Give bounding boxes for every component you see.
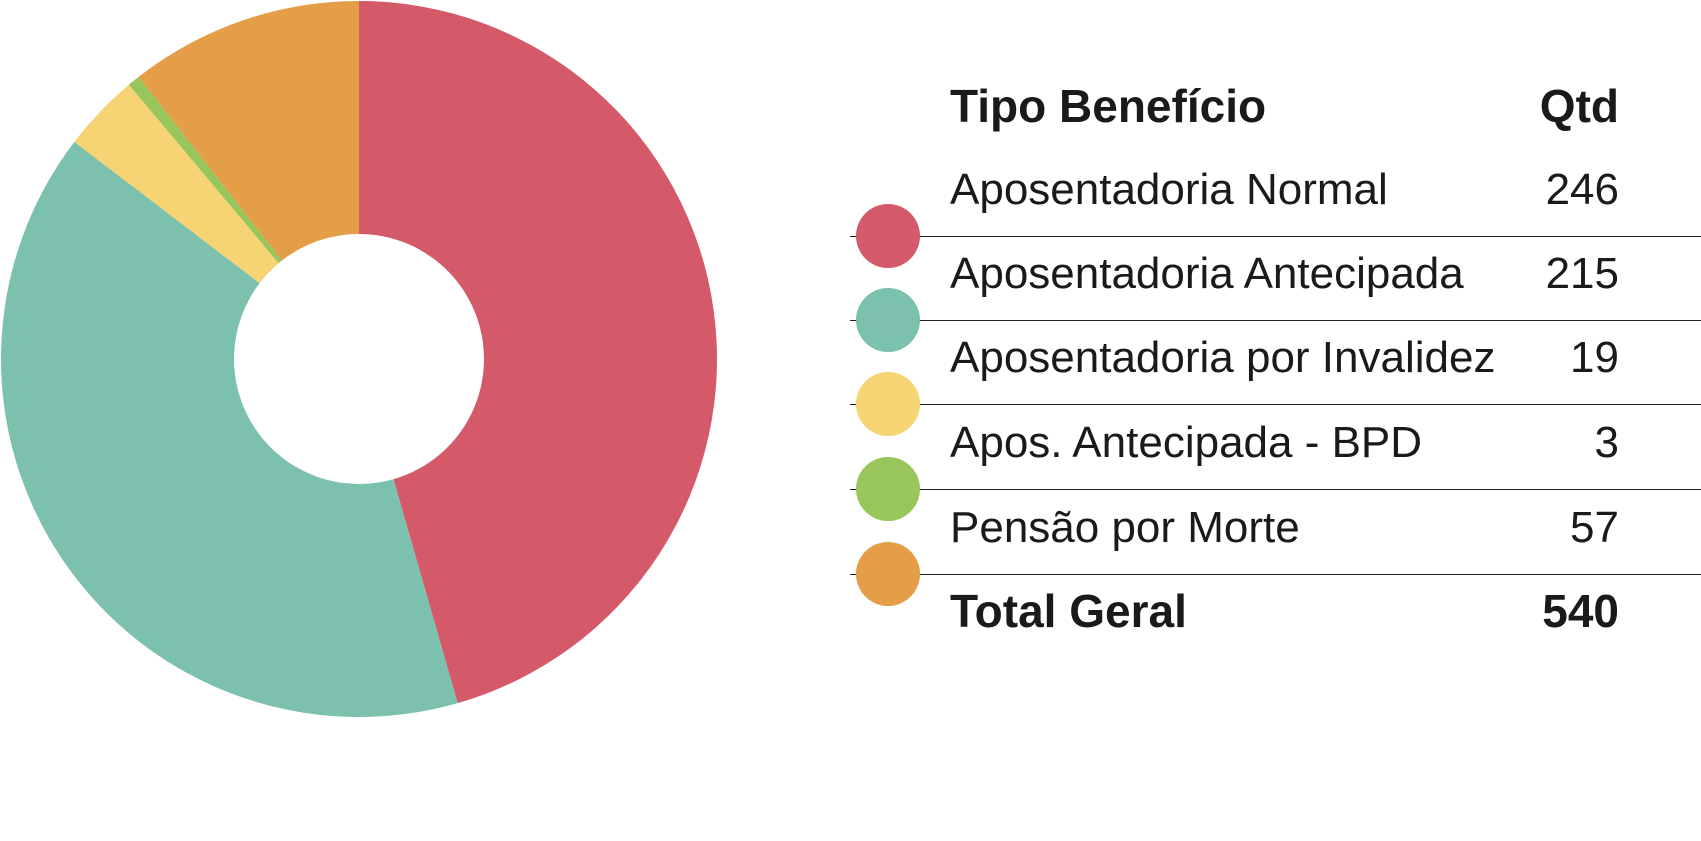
legend-value: 246 [1545,165,1619,214]
legend-swatch-aposentadoria-antecipada [856,288,920,352]
legend-swatch-apos-antecipada-bpd [856,457,920,521]
donut-slice-1 [359,1,718,704]
legend-value: 3 [1594,418,1619,467]
legend-header-value: Qtd [1539,80,1619,132]
legend-swatch-aposentadoria-invalidez [856,372,920,436]
legend-header: Tipo Benefício Qtd [850,60,1701,152]
donut-chart [0,1,718,718]
legend-swatch-aposentadoria-normal [856,204,920,268]
legend-value: 19 [1570,333,1619,382]
legend-label: Aposentadoria Antecipada [950,249,1464,298]
legend-swatch-pensao-por-morte [856,542,920,606]
total-value: 540 [1542,585,1619,637]
legend-label: Aposentadoria por Invalidez [950,333,1496,382]
legend-label: Aposentadoria Normal [950,165,1388,214]
legend-label: Pensão por Morte [950,503,1300,552]
legend-row-aposentadoria-invalidez: Aposentadoria por Invalidez 19 [850,312,1701,436]
donut-slice-3 [74,84,279,284]
legend-row-aposentadoria-antecipada: Aposentadoria Antecipada 215 [850,228,1701,352]
donut-slice-2 [0,141,458,718]
legend-value: 215 [1545,249,1619,298]
donut-slice-5 [138,1,359,261]
legend-row-pensao-por-morte: Pensão por Morte 57 [850,482,1701,606]
legend-total-row: Total Geral 540 [850,565,1701,657]
total-label: Total Geral [950,585,1187,637]
legend-label: Apos. Antecipada - BPD [950,418,1423,467]
legend-row-apos-antecipada-bpd: Apos. Antecipada - BPD 3 [850,397,1701,521]
legend-header-label: Tipo Benefício [950,80,1267,132]
donut-slice-4 [128,76,283,264]
legend-value: 57 [1570,503,1619,552]
legend-row-aposentadoria-normal: Aposentadoria Normal 246 [850,144,1701,268]
